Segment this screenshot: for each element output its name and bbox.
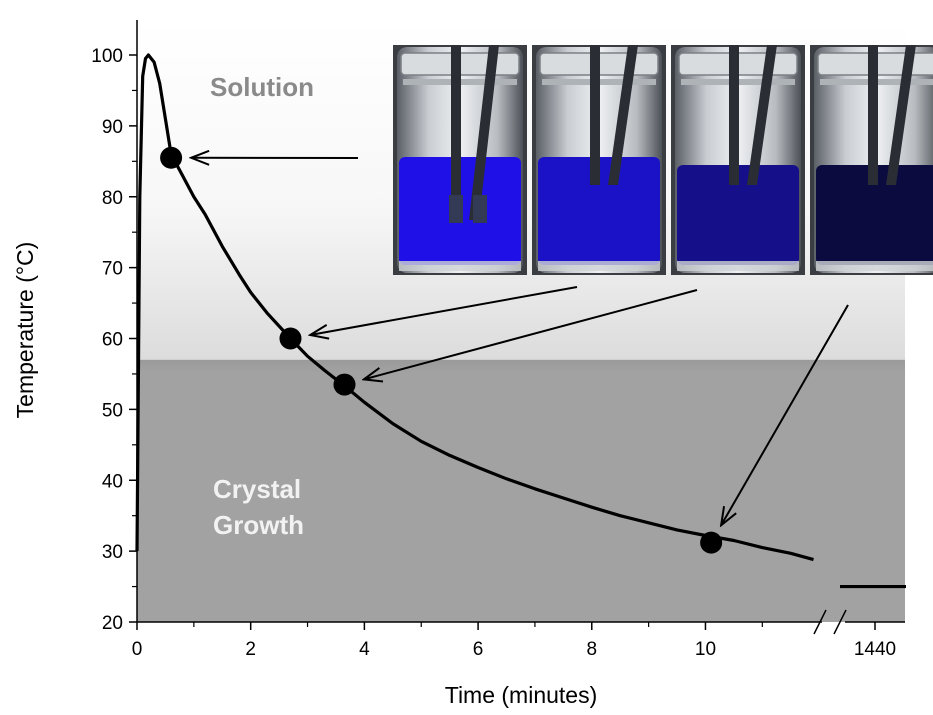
x-tick-label: 4	[359, 639, 370, 660]
vial-photo-2	[532, 45, 666, 275]
x-tick-label: 6	[473, 639, 484, 660]
highlight-point-4	[700, 531, 723, 554]
y-tick-label: 20	[102, 613, 123, 634]
axis-break-mark-1	[813, 609, 827, 635]
highlight-point-1	[160, 146, 183, 169]
x-tick-label: 8	[586, 639, 597, 660]
temperature-series-line	[135, 53, 814, 562]
arrow-4	[721, 304, 849, 525]
vial-photo-3	[671, 45, 805, 275]
vial-photos-inset	[393, 45, 933, 275]
crystal-growth-label: Crystal Growth	[213, 474, 304, 540]
vial-photo-1	[393, 45, 527, 275]
highlight-point-3	[333, 373, 356, 396]
y-tick-label: 60	[102, 330, 123, 351]
x-tick-label: 0	[132, 639, 143, 660]
y-tick-label: 50	[102, 400, 123, 421]
arrows	[191, 158, 849, 525]
y-tick-label: 100	[91, 46, 123, 67]
highlight-points	[160, 146, 723, 554]
y-axis-title: Temperature (°C)	[12, 242, 38, 419]
highlight-point-2	[279, 327, 302, 350]
axis-break-mark-2	[833, 609, 847, 635]
y-tick-label: 30	[102, 542, 123, 563]
x-tick-label: 10	[695, 639, 716, 660]
y-tick-label: 80	[102, 188, 123, 209]
y-tick-label: 70	[102, 259, 123, 280]
x-axis-title: Time (minutes)	[445, 682, 598, 708]
axes: 20 30 40 50 60 70 80 90 100 0 2 4 6 8 10 1440	[91, 20, 905, 660]
y-tick-label: 40	[102, 471, 123, 492]
arrow-3	[364, 289, 698, 379]
x-tick-label: 2	[245, 639, 256, 660]
solution-label: Solution	[210, 72, 314, 102]
vial-photo-4	[810, 45, 933, 275]
y-tick-label: 90	[102, 117, 123, 138]
arrow-2	[310, 286, 578, 335]
crystal-growth-region	[137, 359, 905, 622]
x-tick-label-break: 1440	[854, 639, 896, 660]
